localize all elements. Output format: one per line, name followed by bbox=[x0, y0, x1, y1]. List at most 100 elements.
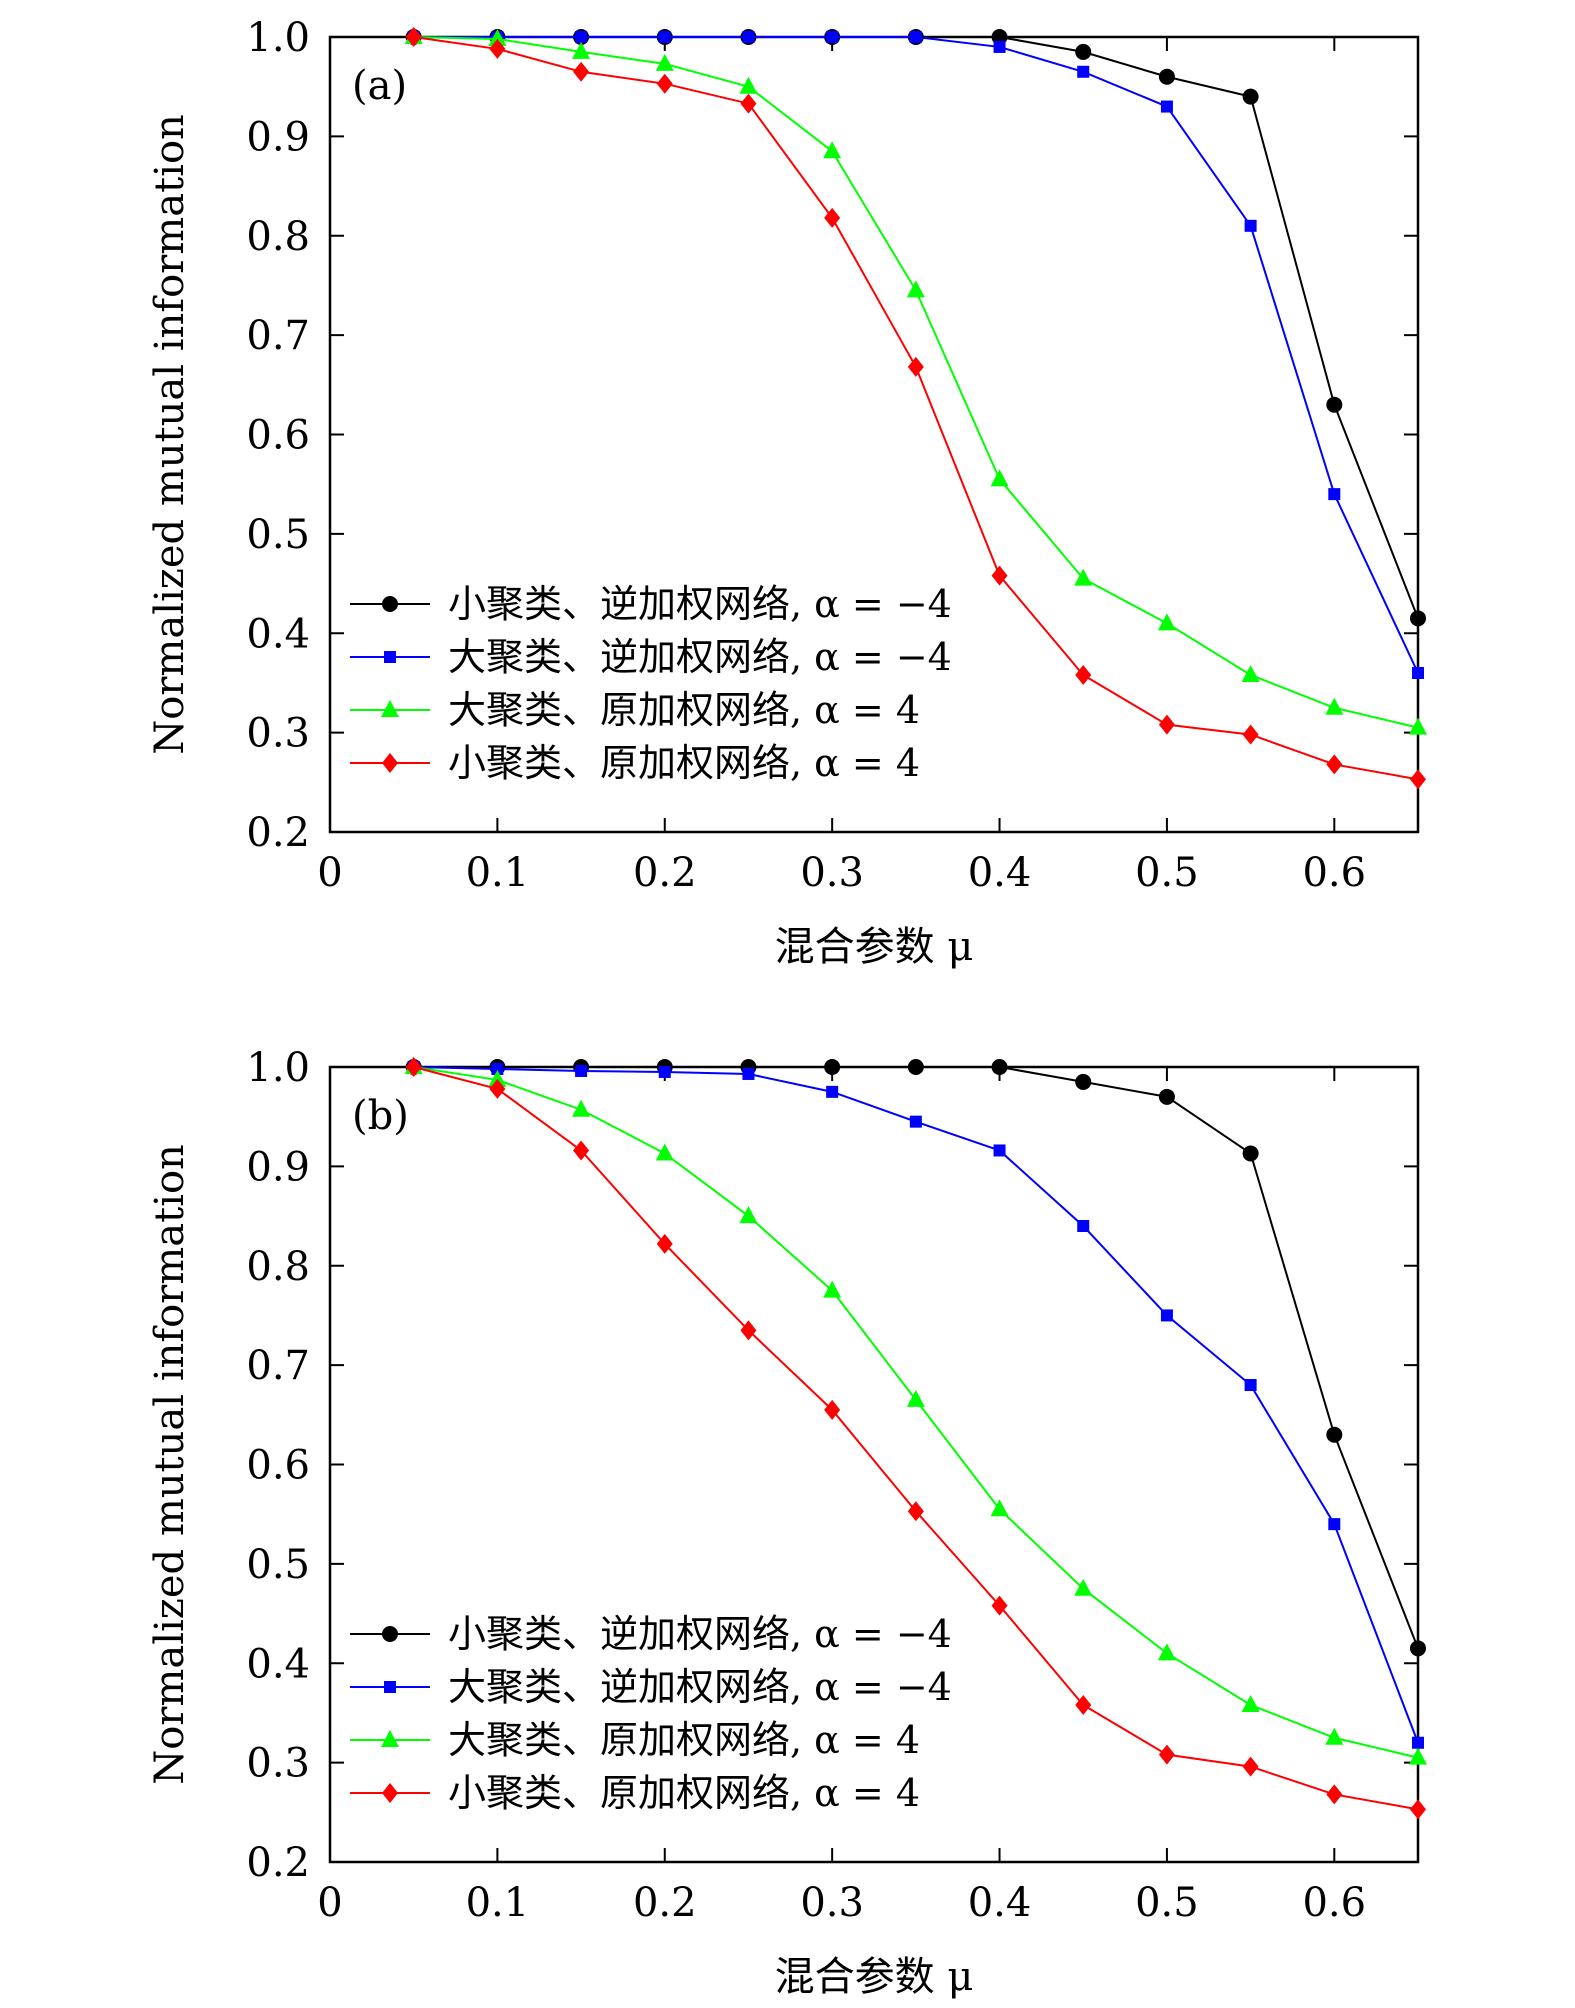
data-point bbox=[906, 280, 925, 298]
data-point bbox=[491, 1062, 504, 1075]
data-point bbox=[1328, 1518, 1341, 1531]
chart-panel-b: 0 0.1 0.2 0.3 0.4 0.5 0.6 0.2 0.3 0.4 0.5 0.6 0.7 0.8… bbox=[147, 1045, 1427, 2000]
series-triangle bbox=[404, 1057, 1427, 1765]
data-point bbox=[1412, 1736, 1424, 1749]
y-axis-title: Normalized mutual information bbox=[147, 1144, 193, 1785]
data-point bbox=[1325, 697, 1344, 715]
data-point bbox=[909, 1115, 922, 1128]
data-point bbox=[658, 1065, 671, 1078]
data-point bbox=[1410, 610, 1426, 627]
legend-label: 小聚类、原加权网络, α = 4 bbox=[448, 1771, 920, 1815]
data-point bbox=[1241, 1694, 1260, 1712]
data-point bbox=[1160, 1309, 1173, 1322]
data-point bbox=[1328, 488, 1341, 501]
y-tick-label: 1.0 bbox=[246, 15, 310, 61]
data-point bbox=[991, 1059, 1008, 1075]
data-point bbox=[991, 1595, 1008, 1616]
series-line bbox=[413, 36, 1419, 674]
data-point bbox=[655, 53, 674, 71]
data-point bbox=[1244, 219, 1257, 232]
x-tick-label: 0.3 bbox=[800, 850, 864, 896]
data-point bbox=[1077, 1220, 1090, 1232]
data-point bbox=[740, 1320, 757, 1341]
data-point bbox=[990, 1499, 1009, 1517]
series-line bbox=[413, 1066, 1419, 1649]
panel-label: (b) bbox=[352, 1093, 409, 1139]
data-point bbox=[656, 1233, 673, 1254]
x-tick-label: 0 bbox=[317, 1880, 342, 1926]
data-point bbox=[907, 356, 924, 377]
panel-label: (a) bbox=[352, 63, 407, 109]
data-point bbox=[993, 1144, 1006, 1157]
series-circle bbox=[405, 29, 1426, 627]
series-circle bbox=[405, 1059, 1426, 1657]
data-point bbox=[1074, 568, 1093, 586]
y-tick-label: 0.4 bbox=[246, 611, 310, 657]
data-point bbox=[907, 1501, 924, 1522]
data-point bbox=[826, 1085, 839, 1098]
data-point bbox=[824, 1059, 841, 1075]
data-point bbox=[1242, 88, 1259, 105]
x-tick-label: 0.1 bbox=[466, 850, 530, 896]
data-point bbox=[655, 1143, 674, 1161]
legend: 小聚类、逆加权网络, α = −4 大聚类、逆加权网络, α = −4 大聚类、原加… bbox=[350, 582, 952, 785]
data-point bbox=[1158, 1088, 1175, 1105]
data-point bbox=[742, 31, 755, 43]
legend-label: 大聚类、原加权网络, α = 4 bbox=[448, 1718, 920, 1762]
legend-marker bbox=[384, 651, 396, 663]
data-point bbox=[993, 40, 1006, 53]
y-tick-label: 0.6 bbox=[246, 413, 310, 459]
data-point bbox=[824, 207, 841, 228]
legend-marker bbox=[382, 1626, 398, 1642]
data-point bbox=[1244, 1379, 1257, 1391]
chart-panel-a: 0 0.1 0.2 0.3 0.4 0.5 0.6 0.2 0.3 0.4 0.5 0.6 0.7 0.8… bbox=[147, 15, 1427, 970]
data-point bbox=[405, 27, 422, 47]
x-tick-label: 0.6 bbox=[1302, 850, 1366, 896]
legend-label: 小聚类、逆加权网络, α = −4 bbox=[448, 582, 952, 626]
data-point bbox=[740, 93, 757, 114]
data-point bbox=[1412, 667, 1424, 679]
legend-label: 大聚类、原加权网络, α = 4 bbox=[448, 688, 920, 732]
data-point bbox=[488, 1069, 507, 1087]
legend-label: 小聚类、逆加权网络, α = −4 bbox=[448, 1612, 952, 1656]
data-point bbox=[1160, 100, 1173, 113]
y-tick-label: 0.2 bbox=[246, 1840, 310, 1886]
legend-label: 小聚类、原加权网络, α = 4 bbox=[448, 741, 920, 785]
data-point bbox=[906, 1389, 925, 1407]
legend-marker bbox=[384, 1681, 396, 1693]
y-tick-label: 0.5 bbox=[246, 1542, 310, 1588]
legend-marker bbox=[382, 596, 398, 612]
data-point bbox=[1410, 769, 1426, 790]
data-point bbox=[1077, 65, 1090, 78]
legend: 小聚类、逆加权网络, α = −4 大聚类、逆加权网络, α = −4 大聚类、原加… bbox=[350, 1612, 952, 1815]
data-point bbox=[991, 565, 1008, 586]
y-tick-label: 0.9 bbox=[246, 1144, 310, 1190]
data-point bbox=[742, 1067, 755, 1080]
data-point bbox=[1326, 396, 1343, 413]
y-tick-label: 0.5 bbox=[246, 512, 310, 558]
data-point bbox=[656, 73, 673, 94]
legend-marker bbox=[382, 1783, 398, 1803]
data-point bbox=[1075, 664, 1092, 685]
data-point bbox=[1157, 613, 1176, 631]
data-point bbox=[1326, 1426, 1343, 1443]
legend-marker bbox=[381, 700, 399, 717]
data-point bbox=[572, 41, 591, 59]
data-point bbox=[405, 1057, 422, 1077]
data-point bbox=[488, 28, 507, 46]
x-tick-label: 0.4 bbox=[968, 1880, 1032, 1926]
data-point bbox=[658, 31, 671, 43]
x-tick-label: 0.4 bbox=[968, 850, 1032, 896]
data-point bbox=[1158, 1744, 1175, 1765]
data-point bbox=[573, 1140, 590, 1161]
series-diamond bbox=[405, 27, 1426, 790]
y-tick-label: 0.3 bbox=[246, 711, 310, 757]
data-point bbox=[907, 1059, 924, 1075]
y-tick-label: 0.9 bbox=[246, 114, 310, 160]
data-point bbox=[1158, 68, 1175, 85]
data-point bbox=[1075, 43, 1092, 60]
series-triangle bbox=[404, 27, 1427, 735]
legend-marker bbox=[381, 1730, 399, 1747]
x-tick-label: 0.5 bbox=[1135, 1880, 1199, 1926]
